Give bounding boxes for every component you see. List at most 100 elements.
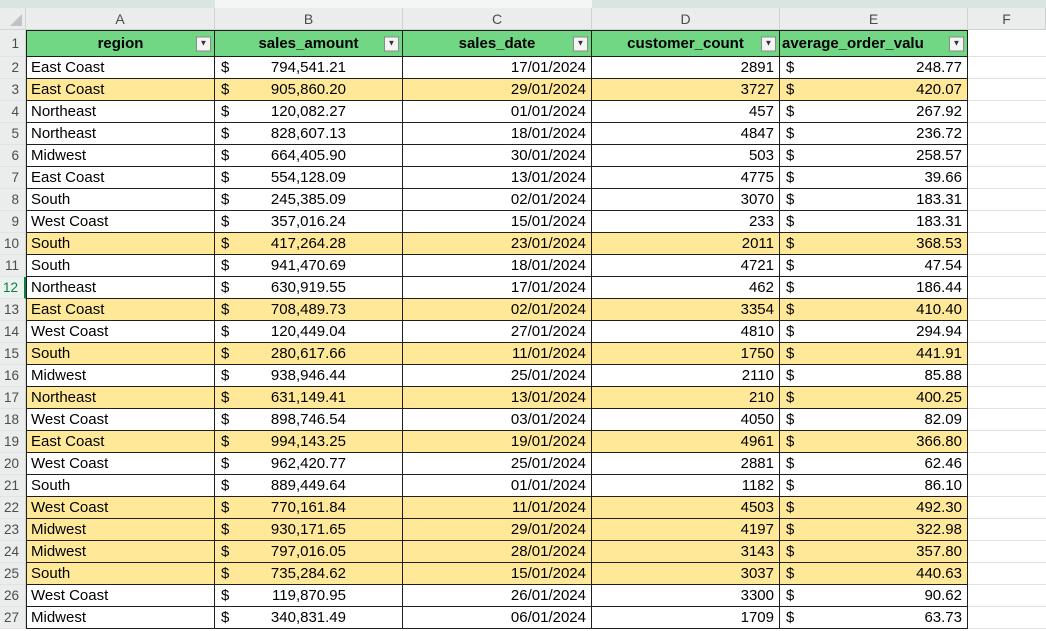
cell-sales-date[interactable]: 01/01/2024 — [403, 101, 592, 123]
row-number[interactable]: 24 — [0, 541, 26, 563]
filter-dropdown-icon[interactable]: ▼ — [573, 36, 588, 51]
cell-customer-count[interactable]: 4197 — [592, 519, 780, 541]
cell-customer-count[interactable]: 4810 — [592, 321, 780, 343]
cell-sales-date[interactable]: 17/01/2024 — [403, 277, 592, 299]
cell-sales-date[interactable]: 30/01/2024 — [403, 145, 592, 167]
cell-region[interactable]: West Coast — [26, 453, 215, 475]
cell-average-order-value[interactable]: $ 492.30 — [780, 497, 968, 519]
cell-average-order-value[interactable]: $ 183.31 — [780, 189, 968, 211]
row-number[interactable]: 27 — [0, 607, 26, 629]
row-number[interactable]: 17 — [0, 387, 26, 409]
row-number[interactable]: 16 — [0, 365, 26, 387]
cell-empty[interactable] — [968, 563, 1046, 585]
cell-average-order-value[interactable]: $ 258.57 — [780, 145, 968, 167]
cell-sales-date[interactable]: 18/01/2024 — [403, 123, 592, 145]
cell-sales-amount[interactable]: $ 930,171.65 — [215, 519, 403, 541]
cell-region[interactable]: Northeast — [26, 387, 215, 409]
header-cell-average-order-value[interactable]: average_order_valu ▼ — [780, 30, 968, 57]
cell-sales-amount[interactable]: $ 280,617.66 — [215, 343, 403, 365]
cell-region[interactable]: West Coast — [26, 321, 215, 343]
cell-empty[interactable] — [968, 431, 1046, 453]
cell-region[interactable]: East Coast — [26, 167, 215, 189]
cell-sales-amount[interactable]: $ 905,860.20 — [215, 79, 403, 101]
cell-region[interactable]: East Coast — [26, 431, 215, 453]
row-number[interactable]: 7 — [0, 167, 26, 189]
cell-sales-amount[interactable]: $ 417,264.28 — [215, 233, 403, 255]
cell-empty[interactable] — [968, 123, 1046, 145]
cell-sales-amount[interactable]: $ 794,541.21 — [215, 57, 403, 79]
cell-customer-count[interactable]: 2110 — [592, 365, 780, 387]
cell-average-order-value[interactable]: $ 90.62 — [780, 585, 968, 607]
cell-customer-count[interactable]: 210 — [592, 387, 780, 409]
cell-region[interactable]: Midwest — [26, 519, 215, 541]
cell-sales-date[interactable]: 02/01/2024 — [403, 189, 592, 211]
column-header-b[interactable]: B — [215, 8, 403, 30]
cell-empty[interactable] — [968, 145, 1046, 167]
cell-average-order-value[interactable]: $ 47.54 — [780, 255, 968, 277]
row-number[interactable]: 26 — [0, 585, 26, 607]
cell-empty[interactable] — [968, 233, 1046, 255]
cell-sales-amount[interactable]: $ 119,870.95 — [215, 585, 403, 607]
row-number[interactable]: 9 — [0, 211, 26, 233]
row-number[interactable]: 23 — [0, 519, 26, 541]
cell-average-order-value[interactable]: $ 322.98 — [780, 519, 968, 541]
header-cell-region[interactable]: region ▼ — [26, 30, 215, 57]
cell-region[interactable]: Northeast — [26, 123, 215, 145]
cell-average-order-value[interactable]: $ 248.77 — [780, 57, 968, 79]
cell-sales-amount[interactable]: $ 120,449.04 — [215, 321, 403, 343]
cell-empty[interactable] — [968, 57, 1046, 79]
row-number[interactable]: 6 — [0, 145, 26, 167]
cell-sales-amount[interactable]: $ 770,161.84 — [215, 497, 403, 519]
cell-average-order-value[interactable]: $ 400.25 — [780, 387, 968, 409]
cell-empty[interactable] — [968, 475, 1046, 497]
filter-dropdown-icon[interactable]: ▼ — [196, 36, 211, 51]
cell-average-order-value[interactable]: $ 86.10 — [780, 475, 968, 497]
cell-average-order-value[interactable]: $ 82.09 — [780, 409, 968, 431]
cell-average-order-value[interactable]: $ 294.94 — [780, 321, 968, 343]
row-number[interactable]: 13 — [0, 299, 26, 321]
cell-sales-amount[interactable]: $ 708,489.73 — [215, 299, 403, 321]
cell-average-order-value[interactable]: $ 85.88 — [780, 365, 968, 387]
select-all-corner[interactable] — [0, 8, 26, 30]
cell-region[interactable]: Midwest — [26, 607, 215, 629]
cell-sales-date[interactable]: 23/01/2024 — [403, 233, 592, 255]
cell-region[interactable]: East Coast — [26, 79, 215, 101]
cell-customer-count[interactable]: 4050 — [592, 409, 780, 431]
row-number[interactable]: 18 — [0, 409, 26, 431]
cell-empty[interactable] — [968, 167, 1046, 189]
row-number[interactable]: 8 — [0, 189, 26, 211]
cell-region[interactable]: Midwest — [26, 365, 215, 387]
row-number[interactable]: 1 — [0, 30, 26, 57]
filter-dropdown-icon[interactable]: ▼ — [761, 36, 776, 51]
column-header-c[interactable]: C — [403, 8, 592, 30]
cell-sales-amount[interactable]: $ 828,607.13 — [215, 123, 403, 145]
row-number[interactable]: 5 — [0, 123, 26, 145]
cell-customer-count[interactable]: 462 — [592, 277, 780, 299]
cell-customer-count[interactable]: 4775 — [592, 167, 780, 189]
cell-average-order-value[interactable]: $ 63.73 — [780, 607, 968, 629]
filter-dropdown-icon[interactable]: ▼ — [384, 36, 399, 51]
cell-region[interactable]: South — [26, 233, 215, 255]
column-header-a[interactable]: A — [26, 8, 215, 30]
cell-customer-count[interactable]: 3143 — [592, 541, 780, 563]
row-number[interactable]: 20 — [0, 453, 26, 475]
cell-sales-amount[interactable]: $ 340,831.49 — [215, 607, 403, 629]
cell-empty[interactable] — [968, 79, 1046, 101]
header-cell-sales-date[interactable]: sales_date ▼ — [403, 30, 592, 57]
cell-empty[interactable] — [968, 409, 1046, 431]
cell-sales-date[interactable]: 18/01/2024 — [403, 255, 592, 277]
cell-sales-date[interactable]: 28/01/2024 — [403, 541, 592, 563]
cell-customer-count[interactable]: 4503 — [592, 497, 780, 519]
cell-empty[interactable] — [968, 299, 1046, 321]
cell-region[interactable]: West Coast — [26, 585, 215, 607]
cell-sales-date[interactable]: 13/01/2024 — [403, 387, 592, 409]
cell-average-order-value[interactable]: $ 368.53 — [780, 233, 968, 255]
header-cell-sales-amount[interactable]: sales_amount ▼ — [215, 30, 403, 57]
column-header-d[interactable]: D — [592, 8, 780, 30]
cell-sales-date[interactable]: 01/01/2024 — [403, 475, 592, 497]
cell-customer-count[interactable]: 233 — [592, 211, 780, 233]
row-number[interactable]: 10 — [0, 233, 26, 255]
cell-sales-date[interactable]: 15/01/2024 — [403, 211, 592, 233]
cell-customer-count[interactable]: 3354 — [592, 299, 780, 321]
row-number[interactable]: 11 — [0, 255, 26, 277]
